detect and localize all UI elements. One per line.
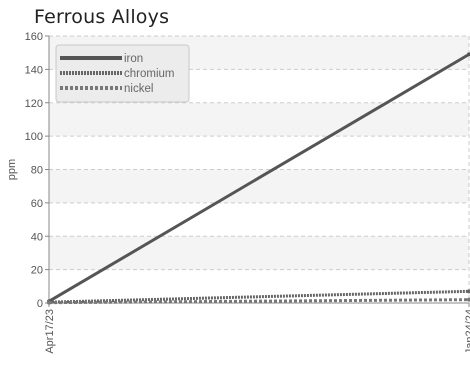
chart-title: Ferrous Alloys [34, 6, 170, 28]
legend: iron chromium nickel [55, 44, 190, 103]
data-point-iron [467, 52, 470, 57]
y-tick-label: 60 [31, 198, 43, 210]
y-tick-label: 120 [25, 98, 43, 110]
y-tick-label: 40 [31, 231, 43, 243]
x-tick-label: Apr17/23 [44, 309, 56, 354]
plot-band [49, 236, 469, 270]
legend-label-chromium: chromium [124, 68, 174, 80]
series-line-chromium [48, 289, 470, 304]
y-tick-label: 0 [37, 298, 43, 310]
plot-band [49, 169, 469, 203]
y-tick-label: 20 [31, 265, 43, 277]
y-tick-label: 80 [31, 165, 43, 177]
legend-label-iron: iron [124, 53, 143, 65]
data-point-nickel [47, 300, 51, 305]
plot-band [49, 102, 469, 137]
y-tick-label: 140 [25, 64, 43, 76]
data-point-nickel [467, 297, 470, 302]
series-line-iron [48, 53, 470, 303]
series-line-nickel [48, 298, 470, 305]
x-tick-label: Jan24/24 [464, 309, 470, 354]
y-tick-label: 160 [25, 31, 43, 43]
y-tick-labels: 0 20 40 60 80 100 120 140 160 [25, 31, 43, 310]
y-tick-label: 100 [25, 131, 43, 143]
series-lines [47, 52, 470, 305]
y-axis-label: ppm [6, 159, 18, 180]
legend-label-nickel: nickel [124, 83, 153, 95]
axes [45, 35, 470, 307]
data-point-chromium [467, 289, 470, 294]
x-tick-labels: Apr17/23 Jan24/24 [44, 309, 470, 354]
